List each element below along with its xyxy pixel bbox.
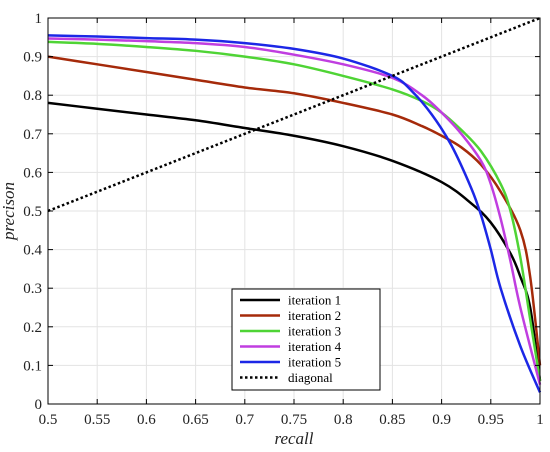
x-tick-label: 0.5 <box>39 412 58 428</box>
y-tick-label: 0.3 <box>23 281 42 297</box>
y-tick-label: 0.7 <box>23 127 42 143</box>
legend-label: iteration 1 <box>288 293 341 308</box>
series-line-4 <box>47 37 542 386</box>
legend-label: iteration 4 <box>288 339 342 354</box>
x-tick-label: 0.55 <box>84 412 110 428</box>
series-line-1 <box>47 101 542 382</box>
y-tick-label: 1 <box>35 11 43 27</box>
legend-box <box>231 288 381 391</box>
x-tick-label: 0.95 <box>478 412 504 428</box>
legend-label: iteration 2 <box>288 308 341 323</box>
series-line-6 <box>47 16 541 213</box>
x-tick-label: 0.6 <box>137 412 156 428</box>
y-tick-label: 0.1 <box>23 358 42 374</box>
legend-label: iteration 5 <box>288 355 341 370</box>
y-tick-label: 0.8 <box>23 88 42 104</box>
x-tick-label: 0.7 <box>235 412 254 428</box>
y-tick-label: 0.2 <box>23 320 42 336</box>
series-layer <box>47 16 542 393</box>
series-line-5 <box>47 34 542 393</box>
x-tick-label: 0.9 <box>432 412 451 428</box>
x-tick-label: 0.85 <box>379 412 405 428</box>
legend-label: iteration 3 <box>288 324 341 339</box>
y-axis-label: precison <box>0 182 18 241</box>
x-tick-label: 0.65 <box>182 412 208 428</box>
series-line-2 <box>47 55 542 366</box>
x-tick-label: 0.8 <box>334 412 353 428</box>
y-tick-label: 0.6 <box>23 165 42 181</box>
legend-label: diagonal <box>288 370 333 385</box>
x-axis-label: recall <box>274 429 313 448</box>
y-tick-label: 0.4 <box>23 243 42 259</box>
y-tick-label: 0.5 <box>23 204 42 220</box>
x-tick-label: 0.75 <box>281 412 307 428</box>
y-tick-label: 0 <box>35 397 43 413</box>
y-tick-label: 0.9 <box>23 50 42 66</box>
ticks <box>47 17 541 405</box>
tick-labels: 0.5 0.55 0.6 0.65 0.7 0.75 0.8 0.85 0.9 0.95 1 0 0.1… <box>23 11 544 428</box>
x-tick-label: 1 <box>536 412 544 428</box>
